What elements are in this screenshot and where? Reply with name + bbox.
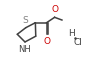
Text: O: O — [52, 5, 59, 14]
Text: NH: NH — [18, 45, 31, 54]
Text: H: H — [68, 29, 75, 38]
Text: Cl: Cl — [73, 38, 82, 47]
Text: O: O — [44, 37, 51, 46]
Text: S: S — [22, 16, 28, 25]
